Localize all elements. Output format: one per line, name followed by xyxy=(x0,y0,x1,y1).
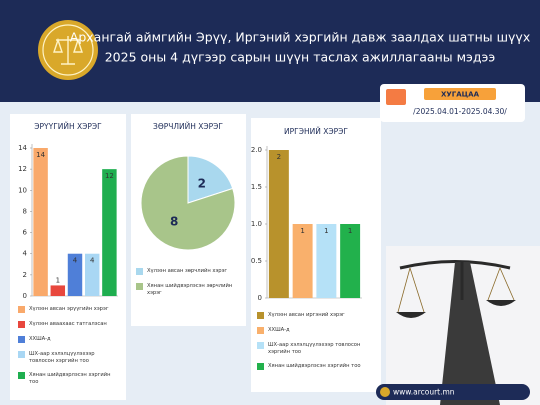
legend: Хүлээн авсан эрүүгийн хэрэг Хүлээн авааха… xyxy=(18,306,120,385)
pie-value-label: 2 xyxy=(198,176,206,190)
y-tick-label: 2 xyxy=(23,271,27,279)
pie-slice xyxy=(187,155,234,204)
legend-item: ШХ-аар хэлэлцүүлэхээр товлосон хэргийн т… xyxy=(18,351,120,364)
legend-item: Хүлээн авсан иргэний хэрэг xyxy=(257,312,375,319)
bar xyxy=(67,253,83,296)
bar xyxy=(102,169,117,296)
y-tick-label: 4 xyxy=(23,250,28,258)
statue-illustration xyxy=(386,246,540,405)
web-icon xyxy=(380,387,390,397)
bar-value-label: 1 xyxy=(300,227,304,235)
bar-value-label: 1 xyxy=(324,227,328,235)
bar-value-label: 14 xyxy=(36,151,45,159)
legend-swatch xyxy=(257,312,264,319)
legend-swatch xyxy=(18,351,25,358)
footer-pill xyxy=(376,384,530,400)
calendar-icon xyxy=(386,89,406,105)
header-title-line: 2025 оны 4 дүгээр сарын шүүн таслах ажил… xyxy=(105,50,496,65)
legend-label: ХХШA-д xyxy=(268,327,290,333)
legend-swatch xyxy=(18,321,25,328)
legend-label: ШХ-аар хэлэлцүүлэхээр товлосон хэргийн т… xyxy=(29,351,95,364)
legend: Хүлээн авсан зөрчлийн хэрэг Хянан шийдвэр… xyxy=(136,268,242,296)
statue-body xyxy=(440,262,500,405)
period-range: /2025.04.01-2025.04.30/ xyxy=(413,107,507,116)
y-tick-label: 1.0 xyxy=(251,220,262,228)
bar xyxy=(268,150,289,298)
y-tick-label: 10 xyxy=(18,186,27,194)
legend-item: Хянан шийдвэрлэсэн зөрчлийн хэрэг xyxy=(136,283,242,296)
legend-item: ШХ-аар хэлэлцүүлэхээр товлосон хэргийн т… xyxy=(257,342,375,355)
legend-label: Хүлээн авсан иргэний хэрэг xyxy=(268,312,345,318)
legend-label: Хянан шийдвэрлэсэн зөрчлийн хэрэг xyxy=(147,283,233,296)
legend-label: Хянан шийдвэрлэсэн хэргийн тоо xyxy=(29,372,111,385)
bar xyxy=(84,253,100,296)
y-tick-label: 2.0 xyxy=(251,146,262,154)
y-tick-label: 0 xyxy=(23,292,27,300)
bar xyxy=(340,224,361,298)
legend-label: Хянан шийдвэрлэсэн хэргийн тоо xyxy=(268,363,361,369)
y-tick-label: 0 xyxy=(258,294,262,302)
legend-swatch xyxy=(257,342,264,349)
y-tick-label: 6 xyxy=(23,229,28,237)
scales-pan xyxy=(396,312,426,318)
y-tick-label: 14 xyxy=(18,144,27,152)
logo-scales xyxy=(53,36,83,65)
bar xyxy=(292,224,313,298)
y-tick-label: 12 xyxy=(18,165,27,173)
legend-item: ХХШA-д xyxy=(18,336,120,343)
bar xyxy=(316,224,337,298)
legend-label: ШХ-аар хэлэлцүүлэхээр товлосон хэргийн т… xyxy=(268,342,361,355)
header-title-line: Архангай аймгийн Эрүү, Иргэний хэргийн д… xyxy=(70,30,530,45)
chart-title: ЗӨРЧЛИЙН ХЭРЭГ xyxy=(153,122,223,131)
scales-pan xyxy=(486,300,516,306)
legend-swatch xyxy=(18,372,25,379)
legend-swatch xyxy=(136,268,143,275)
legend-label: Хүлээн авсан эрүүгийн хэрэг xyxy=(29,306,109,312)
legend-item: Хүлээн аваахаас татгалзсан xyxy=(18,321,120,328)
legend-swatch xyxy=(18,336,25,343)
pie-slice xyxy=(140,155,236,251)
chart-title: ЭРҮҮГИЙН ХЭРЭГ xyxy=(34,122,102,131)
logo-ring xyxy=(42,24,94,76)
scales-beam xyxy=(399,260,511,270)
bar xyxy=(33,148,48,296)
footer-website: www.arcourt.mn xyxy=(393,388,455,397)
y-tick-label: 0.5 xyxy=(251,257,262,265)
bar xyxy=(50,285,66,296)
y-tick-label: 8 xyxy=(23,207,27,215)
chart-title: ИРГЭНИЙ ХЭРЭГ xyxy=(284,127,348,136)
bar-value-label: 12 xyxy=(105,172,114,180)
period-label-bg xyxy=(424,88,496,100)
bar-value-label: 1 xyxy=(56,276,60,284)
legend-item: Хянан шийдвэрлэсэн хэргийн тоо xyxy=(18,372,120,385)
legend-swatch xyxy=(136,283,143,290)
bar-value-label: 1 xyxy=(348,227,352,235)
legend-item: Хянан шийдвэрлэсэн хэргийн тоо xyxy=(257,363,375,370)
period-label: ХУГАЦАА xyxy=(441,91,480,99)
legend-swatch xyxy=(257,363,264,370)
legend-label: ХХШA-д xyxy=(29,336,51,342)
legend-item: ХХШA-д xyxy=(257,327,375,334)
pie-value-label: 8 xyxy=(170,215,178,229)
legend-label: Хүлээн аваахаас татгалзсан xyxy=(29,321,107,327)
y-tick-label: 1.5 xyxy=(251,183,262,191)
legend-item: Хүлээн авсан эрүүгийн хэрэг xyxy=(18,306,120,313)
legend-swatch xyxy=(18,306,25,313)
bar-value-label: 4 xyxy=(90,257,95,265)
legend-swatch xyxy=(257,327,264,334)
legend-item: Хүлээн авсан зөрчлийн хэрэг xyxy=(136,268,242,275)
legend: Хүлээн авсан иргэний хэрэг ХХШA-д ШХ-аар х… xyxy=(257,312,375,370)
legend-label: Хүлээн авсан зөрчлийн хэрэг xyxy=(147,268,228,274)
scales-chains xyxy=(397,267,515,313)
bar-value-label: 4 xyxy=(73,257,78,265)
bar-value-label: 2 xyxy=(277,153,281,161)
